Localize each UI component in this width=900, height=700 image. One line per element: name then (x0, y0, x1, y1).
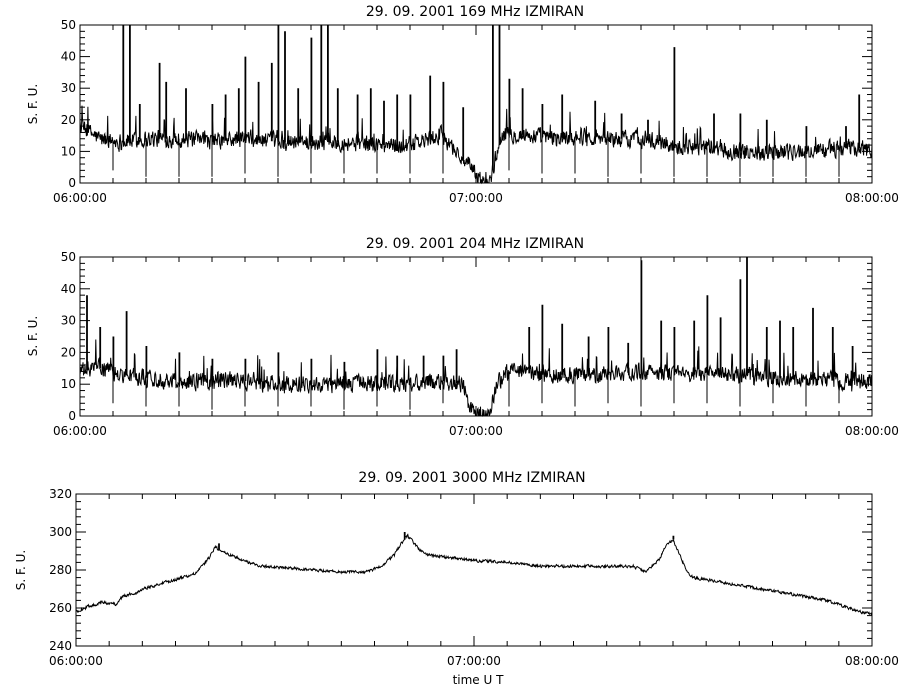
panel-204mhz-ylabel: S. F. U. (26, 316, 40, 356)
panel-3000mhz-ticks (75, 493, 873, 647)
panel-204mhz-y-tick-labels: 0 10 20 30 40 50 (61, 250, 76, 423)
x-tick-label: 06:00:00 (53, 191, 107, 205)
panel-3000mhz-y-tick-labels: 240 260 280 300 320 (49, 487, 72, 653)
x-tick-label: 06:00:00 (49, 654, 103, 668)
panel-204mhz-ticks (79, 256, 873, 417)
x-tick-label: 07:00:00 (447, 654, 501, 668)
panel-204mhz-x-tick-labels: 06:00:00 07:00:00 08:00:00 (53, 424, 899, 438)
x-tick-label: 08:00:00 (845, 654, 899, 668)
panel-204mhz-plot-frame (79, 256, 873, 417)
y-tick-label: 40 (61, 282, 76, 296)
panel-169mhz-ticks (79, 24, 873, 184)
panel-169mhz-ylabel: S. F. U. (26, 84, 40, 124)
y-tick-label: 240 (49, 639, 72, 653)
panel-169mhz: 29. 09. 2001 169 MHz IZMIRAN S. F. U. 0 1… (26, 4, 899, 205)
y-tick-label: 10 (61, 144, 76, 158)
y-tick-label: 260 (49, 601, 72, 615)
y-tick-label: 10 (61, 377, 76, 391)
panel-204mhz-series-line (79, 257, 873, 417)
panel-3000mhz-x-tick-labels: 06:00:00 07:00:00 08:00:00 (49, 654, 899, 668)
panel-169mhz-x-tick-labels: 06:00:00 07:00:00 08:00:00 (53, 191, 899, 205)
y-tick-label: 50 (61, 18, 76, 32)
y-tick-label: 50 (61, 250, 76, 264)
x-tick-label: 08:00:00 (845, 424, 899, 438)
panel-3000mhz-title: 29. 09. 2001 3000 MHz IZMIRAN (358, 470, 585, 486)
y-tick-label: 0 (68, 176, 76, 190)
y-tick-label: 320 (49, 487, 72, 501)
y-tick-label: 20 (61, 345, 76, 359)
x-tick-label: 07:00:00 (449, 424, 503, 438)
x-tick-label: 06:00:00 (53, 424, 107, 438)
y-tick-label: 300 (49, 525, 72, 539)
panel-3000mhz-plot-frame (75, 493, 873, 647)
panel-169mhz-series-line (79, 25, 873, 185)
y-tick-label: 30 (61, 81, 76, 95)
panel-204mhz: 29. 09. 2001 204 MHz IZMIRAN S. F. U. 0 1… (26, 236, 899, 438)
x-tick-label: 07:00:00 (449, 191, 503, 205)
y-tick-label: 280 (49, 563, 72, 577)
panel-204mhz-title: 29. 09. 2001 204 MHz IZMIRAN (366, 236, 584, 252)
panel-3000mhz-ylabel: S. F. U. (14, 550, 28, 590)
panel-3000mhz-series-line (75, 532, 873, 616)
y-tick-label: 0 (68, 409, 76, 423)
y-tick-label: 20 (61, 113, 76, 127)
x-axis-label: time U T (453, 673, 505, 687)
y-tick-label: 30 (61, 314, 76, 328)
panel-169mhz-plot-frame (79, 24, 873, 184)
panel-3000mhz: 29. 09. 2001 3000 MHz IZMIRAN S. F. U. 2… (14, 470, 899, 668)
panel-169mhz-title: 29. 09. 2001 169 MHz IZMIRAN (366, 4, 584, 20)
x-tick-label: 08:00:00 (845, 191, 899, 205)
panel-169mhz-y-tick-labels: 0 10 20 30 40 50 (61, 18, 76, 190)
y-tick-label: 40 (61, 50, 76, 64)
